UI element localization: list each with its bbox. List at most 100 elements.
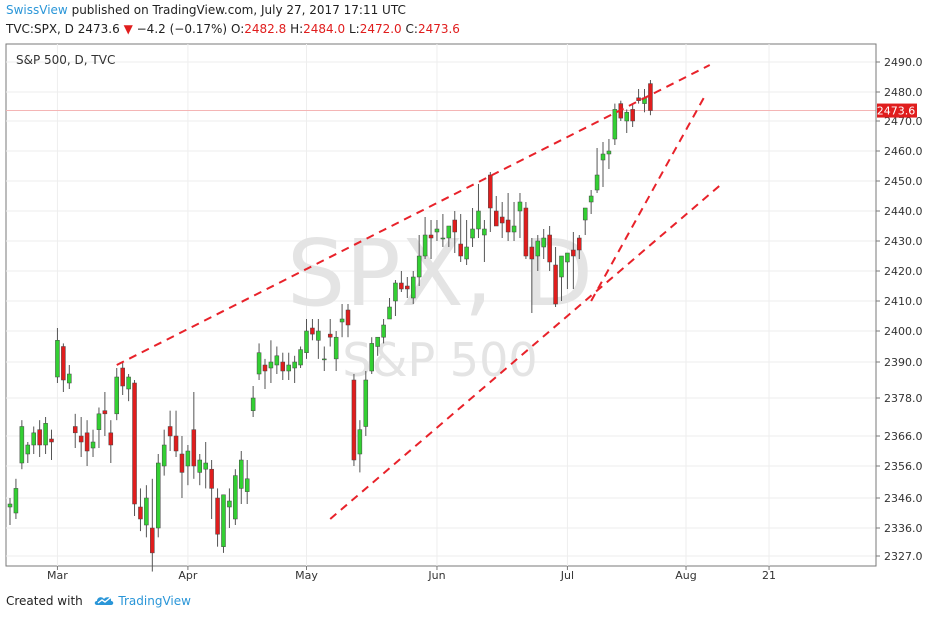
- candle-body-down: [494, 210, 499, 227]
- candle-body-up: [256, 352, 262, 375]
- y-tick-label: 2400.0: [884, 325, 923, 338]
- tradingview-link[interactable]: TradingView: [93, 594, 191, 608]
- candle: [505, 193, 511, 241]
- candle-body-down: [262, 364, 268, 372]
- publisher-name[interactable]: SwissView: [6, 3, 68, 17]
- candle: [126, 374, 131, 402]
- candle-body-down: [636, 97, 641, 101]
- candle: [227, 488, 232, 528]
- candle-body-up: [582, 207, 588, 221]
- candle: [173, 410, 179, 457]
- candle-body-up: [161, 444, 167, 467]
- candle: [221, 494, 226, 553]
- candle: [511, 202, 517, 241]
- candle: [102, 392, 108, 436]
- candle: [559, 255, 564, 301]
- time-axis[interactable]: Mar Apr May Jun Jul Aug 21: [47, 566, 776, 582]
- y-tick-label: 2366.0: [884, 430, 923, 443]
- candle: [393, 280, 398, 316]
- candle: [387, 298, 392, 320]
- candle-body-up: [541, 237, 546, 248]
- candle: [298, 346, 303, 368]
- y-tick-label: 2390.0: [884, 356, 923, 369]
- candle-body-up: [316, 330, 321, 341]
- candle-body-up: [227, 500, 232, 508]
- candle: [523, 202, 529, 259]
- candle-body-down: [499, 216, 505, 224]
- candle: [132, 380, 137, 516]
- candle-body-down: [49, 438, 54, 443]
- candle-body-down: [173, 435, 179, 452]
- price-axis[interactable]: 2327.0 2336.0 2346.0 2356.0 2366.0 2378.0 2390…: [876, 56, 923, 563]
- candle: [156, 454, 161, 538]
- candle-body-up: [434, 228, 440, 233]
- candle-body-down: [108, 432, 114, 446]
- candle: [588, 190, 594, 214]
- candle: [268, 340, 274, 383]
- candle-body-down: [405, 285, 410, 290]
- x-tick-label: May: [295, 569, 318, 582]
- candle: [499, 202, 505, 238]
- candle: [375, 336, 380, 356]
- candle-body-down: [37, 429, 42, 446]
- candle: [571, 232, 576, 289]
- candle: [31, 426, 36, 454]
- candle: [339, 304, 345, 338]
- y-tick-label: 2336.0: [884, 522, 923, 535]
- candle-body-up: [268, 361, 274, 369]
- candle-body-up: [511, 225, 517, 233]
- x-tick-label: Mar: [47, 569, 68, 582]
- symbol-label: TVC:SPX, D: [6, 22, 74, 36]
- candle-body-down: [179, 453, 185, 473]
- candle: [612, 103, 618, 145]
- candle-body-up: [470, 228, 475, 239]
- candle: [624, 109, 629, 133]
- candlestick-chart[interactable]: SPX, D S&P 500 2327.02336.02346.02356.02…: [0, 0, 928, 590]
- last-price: 2473.6: [77, 22, 120, 36]
- candle: [476, 184, 481, 238]
- candle-body-down: [280, 361, 286, 372]
- candle: [606, 139, 612, 169]
- candle: [250, 386, 256, 417]
- candle: [369, 337, 374, 374]
- candle: [381, 319, 386, 344]
- low-label: L:: [348, 22, 360, 36]
- candle-body-down: [648, 83, 653, 111]
- candle-body-down: [428, 234, 434, 239]
- candle: [96, 407, 102, 448]
- candle: [90, 429, 96, 457]
- footer: Created with TradingView: [6, 594, 191, 608]
- candle-body-down: [310, 327, 315, 335]
- candle-body-up: [594, 174, 600, 191]
- candle-body-down: [191, 429, 197, 467]
- candle: [55, 328, 60, 383]
- candle: [357, 420, 363, 473]
- candle-body-up: [96, 413, 102, 430]
- plot-area[interactable]: [5, 43, 877, 567]
- y-tick-label: 2450.0: [884, 175, 923, 188]
- current-price-badge-bg: [877, 103, 917, 118]
- candle-body-down: [327, 333, 333, 338]
- candle-body-up: [588, 195, 594, 203]
- candle: [203, 442, 208, 489]
- candle-body-up: [25, 444, 31, 455]
- y-tick-label: 2470.0: [884, 115, 923, 128]
- candle: [452, 211, 457, 253]
- candle-body-up: [239, 459, 244, 489]
- candle-body-down: [488, 174, 493, 209]
- candle-body-down: [523, 207, 529, 257]
- candle-body-up: [393, 282, 398, 302]
- candle: [84, 420, 90, 466]
- candle-body-up: [322, 358, 327, 361]
- candle-body-up: [221, 494, 226, 547]
- candle-body-up: [274, 355, 280, 366]
- candle-body-up: [304, 330, 309, 353]
- candle-body-down: [452, 219, 457, 233]
- candle-body-up: [517, 201, 523, 212]
- candle-body-up: [333, 336, 339, 360]
- candle-body-up: [535, 240, 541, 257]
- candle: [327, 319, 333, 347]
- candle-body-up: [298, 349, 303, 366]
- candle: [547, 226, 552, 271]
- candle-body-down: [132, 382, 137, 505]
